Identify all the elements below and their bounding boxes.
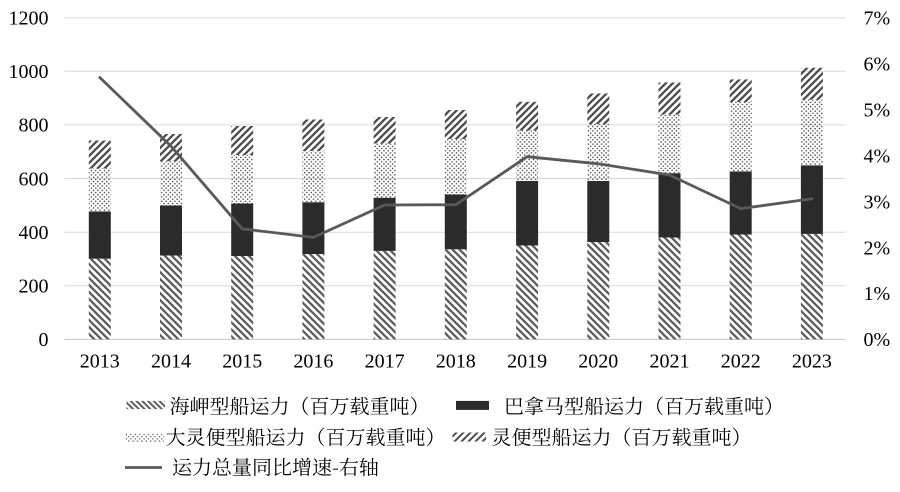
svg-text:3%: 3% xyxy=(864,191,891,213)
svg-text:0%: 0% xyxy=(864,329,891,351)
svg-text:2019: 2019 xyxy=(507,351,547,373)
svg-text:2016: 2016 xyxy=(293,351,333,373)
svg-text:2018: 2018 xyxy=(436,351,476,373)
svg-text:400: 400 xyxy=(19,222,49,244)
svg-text:2022: 2022 xyxy=(721,351,761,373)
svg-text:1200: 1200 xyxy=(9,8,49,30)
svg-text:2023: 2023 xyxy=(792,351,832,373)
svg-text:2021: 2021 xyxy=(650,351,690,373)
svg-text:1000: 1000 xyxy=(9,61,49,83)
svg-text:2013: 2013 xyxy=(80,351,120,373)
svg-text:600: 600 xyxy=(19,168,49,190)
svg-text:4%: 4% xyxy=(864,145,891,167)
svg-text:2017: 2017 xyxy=(365,351,405,373)
svg-text:2020: 2020 xyxy=(578,351,618,373)
svg-text:7%: 7% xyxy=(864,8,891,30)
svg-text:0: 0 xyxy=(39,329,49,351)
svg-text:2%: 2% xyxy=(864,237,891,259)
svg-text:200: 200 xyxy=(19,276,49,298)
svg-text:2015: 2015 xyxy=(222,351,262,373)
svg-text:800: 800 xyxy=(19,115,49,137)
svg-text:6%: 6% xyxy=(864,54,891,76)
svg-text:2014: 2014 xyxy=(151,351,191,373)
svg-text:5%: 5% xyxy=(864,99,891,121)
svg-text:1%: 1% xyxy=(864,283,891,305)
